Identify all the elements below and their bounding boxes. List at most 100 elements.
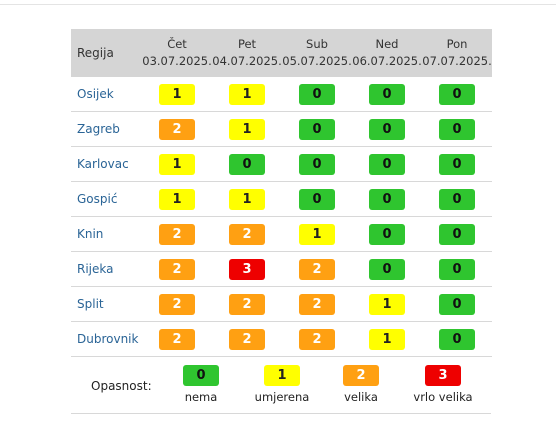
hazard-level-badge: 0: [439, 153, 475, 175]
hazard-level-badge: 0: [369, 118, 405, 140]
hazard-cell: 0: [352, 216, 422, 252]
hazard-cell: 0: [422, 146, 492, 182]
region-link[interactable]: Split: [71, 286, 142, 322]
legend-badge: 2: [343, 365, 379, 386]
day-column-header: Sub 05.07.2025.: [282, 29, 352, 77]
hazard-level-badge: 2: [299, 293, 335, 315]
region-link[interactable]: Zagreb: [71, 111, 142, 147]
hazard-cell: 1: [142, 181, 212, 217]
hazard-cell: 1: [142, 146, 212, 182]
legend-text: vrlo velika: [413, 390, 473, 404]
hazard-level-badge: 1: [369, 293, 405, 315]
hazard-cell: 2: [142, 216, 212, 252]
day-column-header: Pon 07.07.2025.: [422, 29, 492, 77]
day-column-header: Čet 03.07.2025.: [142, 29, 212, 77]
hazard-level-badge: 2: [159, 118, 195, 140]
hazard-level-badge: 2: [159, 258, 195, 280]
hazard-cell: 0: [352, 181, 422, 217]
hazard-level-badge: 0: [299, 118, 335, 140]
region-link[interactable]: Rijeka: [71, 251, 142, 287]
day-column-header: Ned 06.07.2025.: [352, 29, 422, 77]
hazard-cell: 2: [142, 321, 212, 357]
hazard-cell: 0: [352, 146, 422, 182]
legend-item-velika: 2 velika: [316, 365, 406, 404]
hazard-level-badge: 0: [439, 328, 475, 350]
hazard-level-badge: 1: [229, 188, 265, 210]
hazard-level-badge: 0: [439, 118, 475, 140]
hazard-cell: 2: [212, 216, 282, 252]
hazard-cell: 2: [142, 251, 212, 287]
legend-text: nema: [184, 390, 218, 404]
hazard-cell: 2: [282, 286, 352, 322]
hazard-cell: 0: [422, 216, 492, 252]
hazard-level-badge: 0: [439, 258, 475, 280]
hazard-cell: 0: [422, 111, 492, 147]
hazard-cell: 2: [142, 111, 212, 147]
region-link[interactable]: Osijek: [71, 77, 142, 112]
legend-badge: 0: [183, 365, 219, 386]
hazard-cell: 2: [282, 251, 352, 287]
hazard-cell: 0: [352, 77, 422, 112]
day-name: Pon: [446, 37, 468, 51]
day-name: Ned: [375, 37, 399, 51]
hazard-level-badge: 0: [369, 223, 405, 245]
hazard-level-badge: 0: [299, 153, 335, 175]
header-row: Regija Čet 03.07.2025. Pet 04.07.2025. S…: [71, 29, 492, 77]
legend-text: velika: [344, 390, 378, 404]
day-date: 03.07.2025.: [142, 54, 212, 68]
legend-label: Opasnost:: [91, 379, 152, 393]
hazard-cell: 0: [422, 321, 492, 357]
day-name: Čet: [167, 37, 187, 51]
hazard-level-badge: 0: [439, 223, 475, 245]
hazard-level-badge: 1: [159, 83, 195, 105]
hazard-cell: 0: [282, 146, 352, 182]
hazard-level-badge: 0: [369, 153, 405, 175]
table-row: Gospić 1 1 0 0 0: [71, 181, 492, 217]
day-date: 06.07.2025.: [352, 54, 422, 68]
hazard-level-badge: 2: [159, 293, 195, 315]
region-link[interactable]: Knin: [71, 216, 142, 252]
hazard-cell: 0: [422, 77, 492, 112]
table-row: Osijek 1 1 0 0 0: [71, 77, 492, 112]
hazard-table: Regija Čet 03.07.2025. Pet 04.07.2025. S…: [71, 29, 492, 357]
hazard-cell: 0: [282, 181, 352, 217]
hazard-cell: 1: [212, 181, 282, 217]
top-divider: [0, 4, 556, 5]
hazard-level-badge: 2: [299, 258, 335, 280]
hazard-cell: 2: [212, 321, 282, 357]
hazard-cell: 0: [352, 111, 422, 147]
day-name: Sub: [306, 37, 328, 51]
hazard-cell: 3: [212, 251, 282, 287]
hazard-cell: 1: [352, 286, 422, 322]
region-link[interactable]: Gospić: [71, 181, 142, 217]
hazard-cell: 1: [212, 77, 282, 112]
legend-item-nema: 0 nema: [156, 365, 246, 404]
table-row: Knin 2 2 1 0 0: [71, 216, 492, 252]
hazard-level-badge: 2: [229, 223, 265, 245]
hazard-cell: 0: [212, 146, 282, 182]
table-row: Rijeka 2 3 2 0 0: [71, 251, 492, 287]
table-row: Dubrovnik 2 2 2 1 0: [71, 321, 492, 357]
hazard-cell: 0: [422, 181, 492, 217]
region-link[interactable]: Dubrovnik: [71, 321, 142, 357]
hazard-table-body: Osijek 1 1 0 0 0 Zagreb 2 1 0 0 0 Karlovac 1 0 0 0 0 Gospi…: [71, 77, 492, 357]
legend-badge: 1: [264, 365, 300, 386]
hazard-cell: 2: [142, 286, 212, 322]
hazard-cell: 0: [282, 77, 352, 112]
hazard-level-badge: 1: [229, 118, 265, 140]
legend-item-umjerena: 1 umjerena: [237, 365, 327, 404]
hazard-level-badge: 3: [229, 258, 265, 280]
hazard-level-badge: 1: [159, 153, 195, 175]
region-link[interactable]: Karlovac: [71, 146, 142, 182]
hazard-level-badge: 1: [229, 83, 265, 105]
hazard-cell: 0: [282, 111, 352, 147]
hazard-cell: 1: [352, 321, 422, 357]
hazard-level-badge: 0: [369, 188, 405, 210]
hazard-cell: 1: [212, 111, 282, 147]
hazard-cell: 2: [282, 321, 352, 357]
hazard-level-badge: 0: [369, 258, 405, 280]
day-date: 05.07.2025.: [282, 54, 352, 68]
legend-item-vrlo-velika: 3 vrlo velika: [398, 365, 488, 404]
legend-text: umjerena: [254, 390, 310, 404]
day-name: Pet: [237, 37, 257, 51]
